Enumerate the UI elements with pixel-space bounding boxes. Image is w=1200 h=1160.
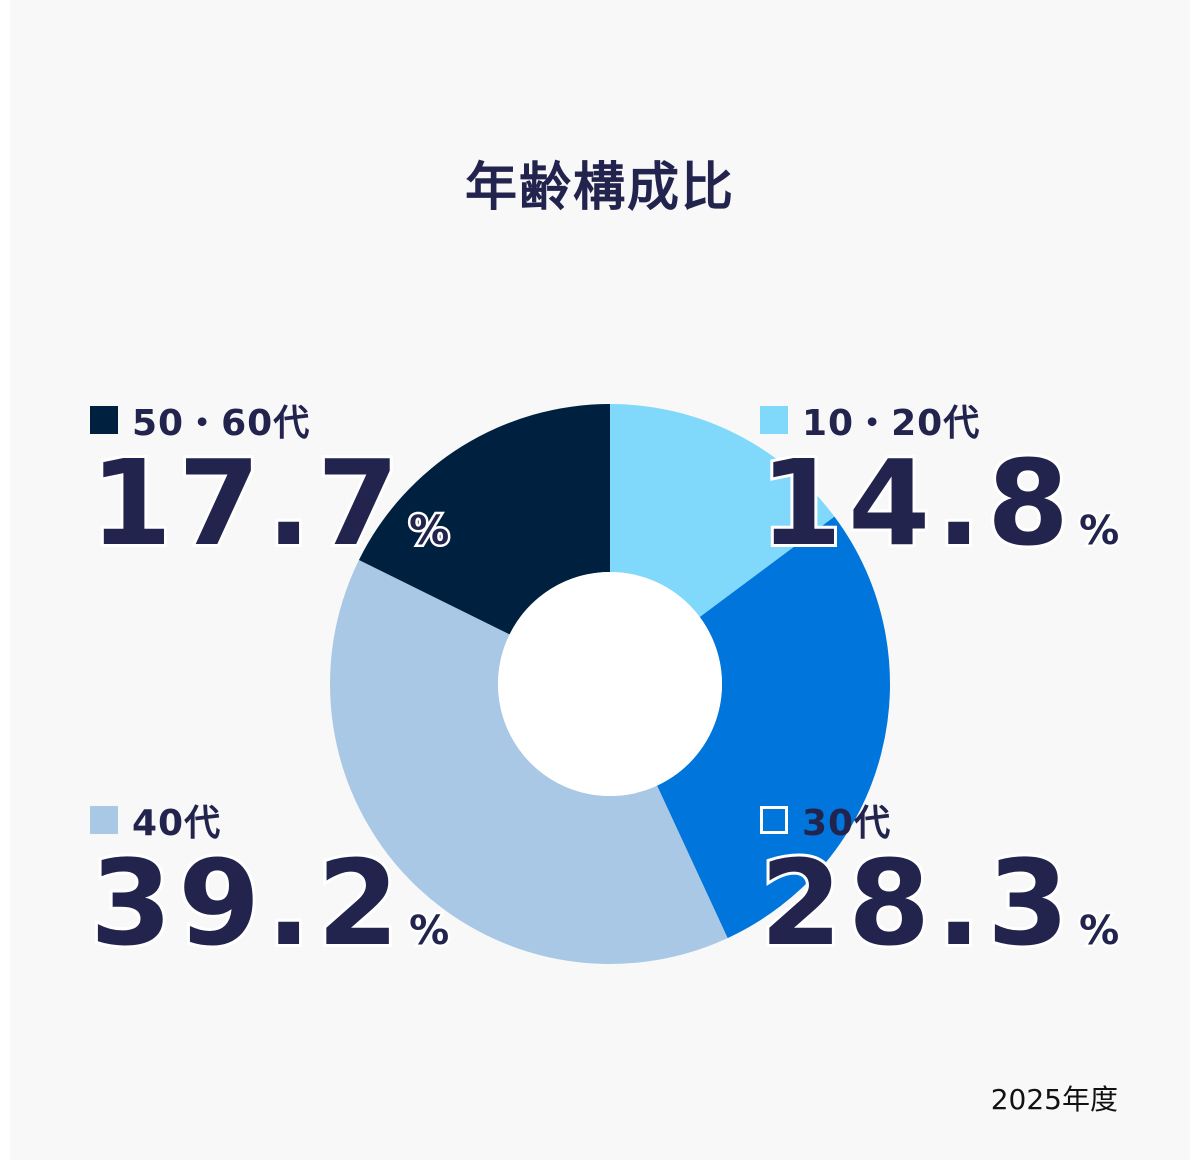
legend-swatch-10-20 [760,406,788,434]
legend-label-10-20: 10・20代 [802,403,981,444]
legend-label-50-60: 50・60代 [132,403,311,444]
fiscal-year-note: 2025年度 [990,1083,1118,1116]
legend-swatch-40 [90,806,118,834]
donut-hole [498,572,722,796]
chart-title: 年齢構成比 [464,158,735,218]
legend-40: 40代 39.2% [87,800,452,965]
legend-10-20: 10・20代 14.8% [757,400,1122,565]
slice-30 [657,516,890,939]
legend-label-40: 40代 [132,803,222,844]
unit-label: % [1077,508,1122,554]
value-label-30: 28.3 [757,834,1076,972]
value-label-10-20: 14.8 [757,434,1076,572]
unit-label: % [407,908,452,954]
value-label-40: 39.2 [87,834,406,972]
unit-label: % [407,508,452,554]
legend-30: 30代 28.3% [757,800,1122,965]
legend-50-60: 50・60代 17.7% [87,400,452,565]
slice-10-20 [610,404,835,618]
legend-label-30: 30代 [802,803,892,844]
legend-swatch-30 [757,803,791,837]
unit-label: % [1077,908,1122,954]
legend-swatch-50-60 [90,406,118,434]
slice-50-60 [358,404,610,635]
value-label-50-60: 17.7 [87,434,406,572]
slice-40 [330,560,728,964]
